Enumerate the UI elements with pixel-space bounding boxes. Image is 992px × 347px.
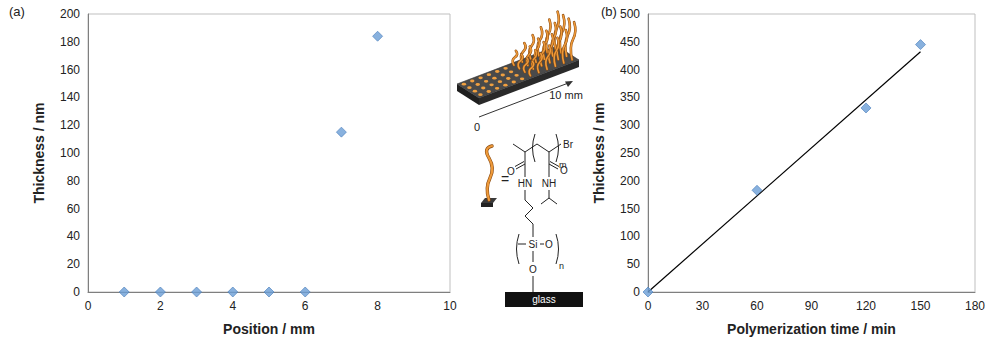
svg-text:0: 0 <box>73 285 80 299</box>
svg-text:200: 200 <box>620 174 640 188</box>
svg-text:200: 200 <box>60 7 80 21</box>
svg-text:O: O <box>529 264 537 275</box>
svg-text:180: 180 <box>965 299 985 313</box>
svg-text:40: 40 <box>67 229 81 243</box>
svg-text:Thickness / nm: Thickness / nm <box>591 102 607 203</box>
svg-text:Br: Br <box>563 139 574 150</box>
svg-text:10: 10 <box>443 299 457 313</box>
svg-text:60: 60 <box>67 202 81 216</box>
svg-text:250: 250 <box>620 146 640 160</box>
svg-text:60: 60 <box>750 299 764 313</box>
svg-text:150: 150 <box>620 202 640 216</box>
svg-text:Thickness / nm: Thickness / nm <box>31 102 47 203</box>
svg-text:20: 20 <box>67 257 81 271</box>
svg-text:100: 100 <box>620 229 640 243</box>
svg-text:0: 0 <box>474 121 480 133</box>
svg-text:50: 50 <box>627 257 641 271</box>
svg-text:300: 300 <box>620 118 640 132</box>
svg-text:400: 400 <box>620 63 640 77</box>
svg-text:O: O <box>545 239 553 250</box>
svg-text:Si: Si <box>529 239 538 250</box>
svg-text:(a): (a) <box>9 4 25 19</box>
svg-text:=: = <box>501 171 509 187</box>
svg-text:450: 450 <box>620 35 640 49</box>
svg-text:2: 2 <box>157 299 164 313</box>
svg-text:m: m <box>559 160 567 170</box>
svg-text:0: 0 <box>85 299 92 313</box>
svg-text:140: 140 <box>60 90 80 104</box>
svg-text:120: 120 <box>856 299 876 313</box>
svg-text:O: O <box>560 165 568 176</box>
svg-text:glass: glass <box>532 294 555 305</box>
svg-text:500: 500 <box>620 7 640 21</box>
svg-text:O: O <box>507 166 515 177</box>
svg-text:0: 0 <box>633 285 640 299</box>
svg-text:n: n <box>559 261 564 271</box>
svg-text:150: 150 <box>910 299 930 313</box>
svg-text:NH: NH <box>542 178 556 189</box>
svg-text:8: 8 <box>374 299 381 313</box>
svg-text:350: 350 <box>620 90 640 104</box>
svg-text:(b): (b) <box>601 4 617 19</box>
svg-text:10 mm: 10 mm <box>549 89 583 101</box>
svg-text:4: 4 <box>229 299 236 313</box>
svg-text:0: 0 <box>645 299 652 313</box>
svg-text:80: 80 <box>67 174 81 188</box>
svg-text:160: 160 <box>60 63 80 77</box>
svg-text:6: 6 <box>302 299 309 313</box>
svg-text:120: 120 <box>60 118 80 132</box>
svg-text:30: 30 <box>696 299 710 313</box>
svg-text:100: 100 <box>60 146 80 160</box>
svg-text:HN: HN <box>518 178 532 189</box>
svg-text:Position / mm: Position / mm <box>223 321 315 337</box>
svg-text:Polymerization time / min: Polymerization time / min <box>727 321 896 337</box>
svg-text:90: 90 <box>805 299 819 313</box>
svg-text:180: 180 <box>60 35 80 49</box>
